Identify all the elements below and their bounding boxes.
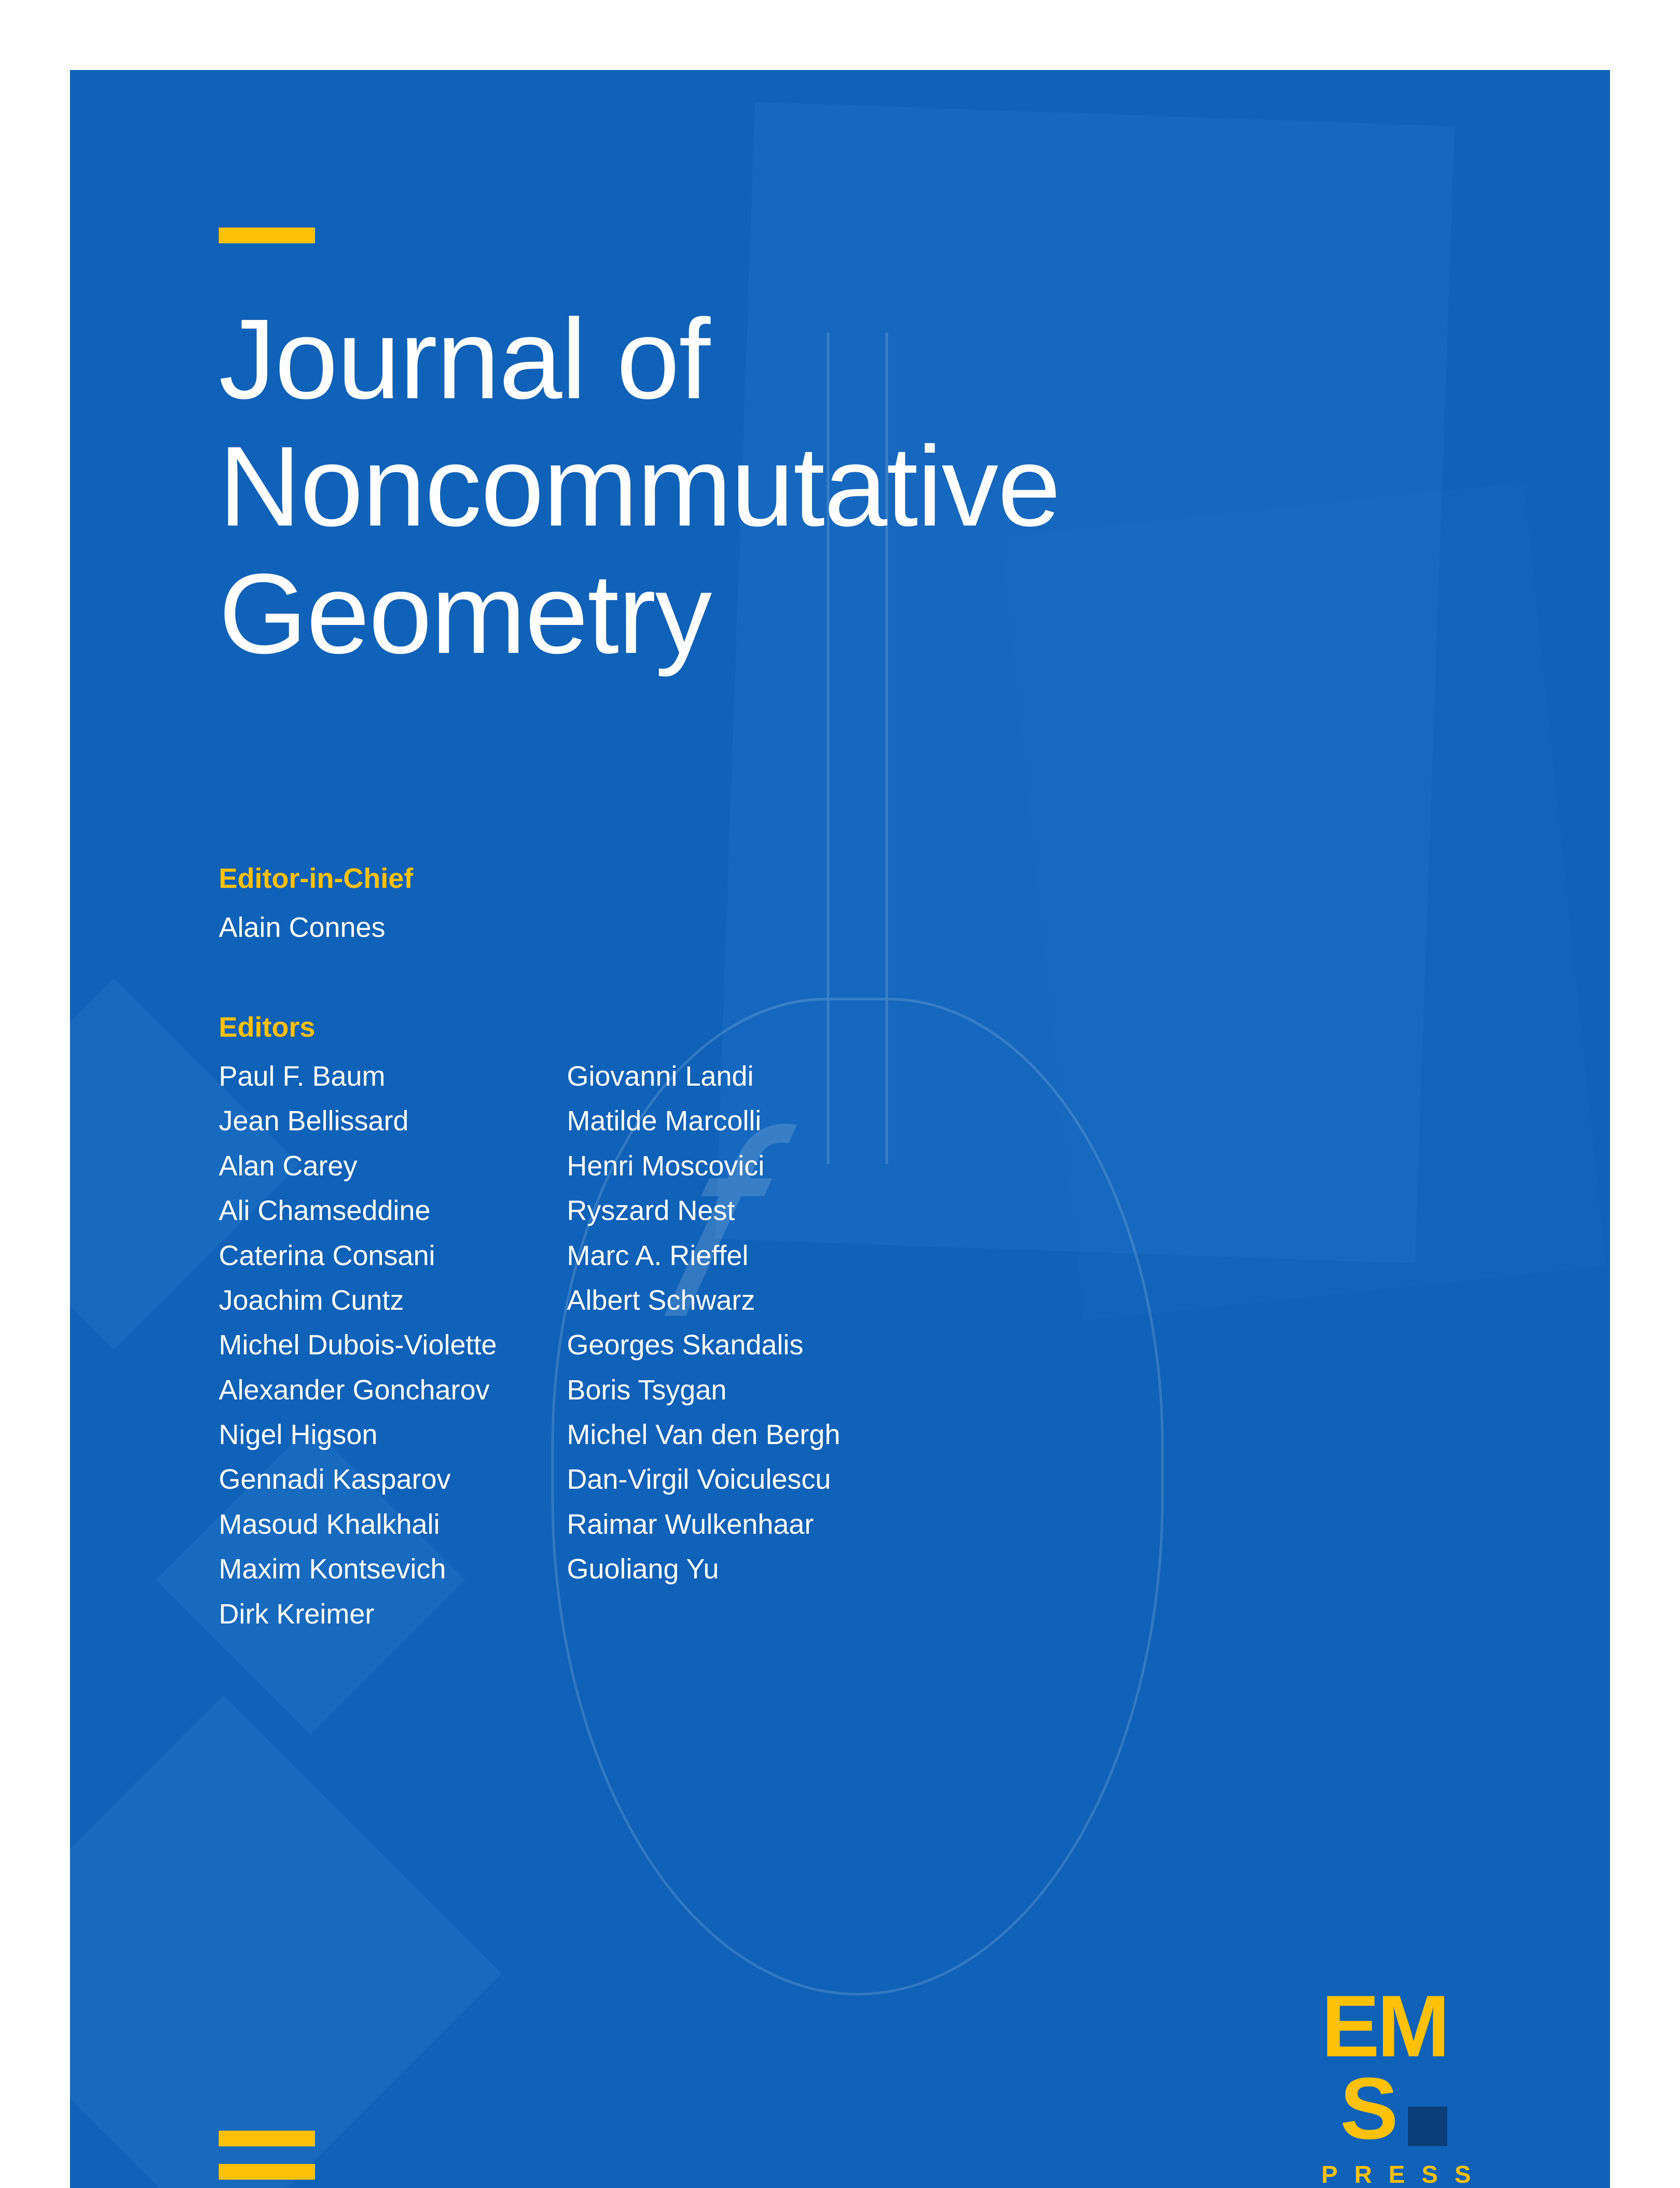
accent-bar-icon [219, 2131, 315, 2146]
accent-bar-icon [219, 228, 315, 243]
accent-bar-icon [219, 2164, 315, 2180]
editor-name: Michel Van den Bergh [567, 1412, 840, 1457]
editor-name: Albert Schwarz [567, 1278, 840, 1322]
title-line: Geometry [219, 551, 711, 677]
accent-bars-bottom-icon [219, 2113, 315, 2180]
editor-name: Ali Chamseddine [219, 1188, 497, 1233]
publisher-logo: EM S PRESS [1321, 1989, 1488, 2188]
editor-name: Alan Carey [219, 1143, 497, 1188]
editors-column-1: Paul F. BaumJean BellissardAlan CareyAli… [219, 1054, 497, 1636]
editor-name: Dirk Kreimer [219, 1592, 497, 1636]
editor-name: Michel Dubois-Violette [219, 1322, 497, 1367]
editor-name: Jean Bellissard [219, 1098, 497, 1143]
editor-name: Dan-Virgil Voiculescu [567, 1457, 840, 1501]
logo-glyph-bottom: S [1340, 2072, 1396, 2146]
editor-name: Georges Skandalis [567, 1322, 840, 1367]
editor-name: Ryszard Nest [567, 1188, 840, 1233]
editor-name: Alexander Goncharov [219, 1368, 497, 1412]
journal-title: Journal of Noncommutative Geometry [219, 296, 1461, 678]
logo-glyphs: EM S [1321, 1989, 1488, 2146]
editor-name: Joachim Cuntz [219, 1278, 497, 1322]
journal-cover: 𝑓 Journal of Noncommutative Geometry Edi… [70, 70, 1610, 2188]
editor-name: Marc A. Rieffel [567, 1233, 840, 1278]
editor-name: Nigel Higson [219, 1412, 497, 1457]
editor-name: Matilde Marcolli [567, 1098, 840, 1143]
logo-bottom-row: S [1340, 2072, 1447, 2146]
editor-name: Raimar Wulkenhaar [567, 1502, 840, 1546]
editors-columns: Paul F. BaumJean BellissardAlan CareyAli… [219, 1054, 1461, 1636]
title-line: Noncommutative [219, 423, 1060, 550]
editor-in-chief-block: Editor-in-Chief Alain Connes [219, 862, 1461, 950]
logo-square-icon [1408, 2107, 1447, 2146]
editor-name: Giovanni Landi [567, 1054, 840, 1098]
logo-subtext: PRESS [1321, 2160, 1488, 2188]
logo-glyph-top: EM [1321, 1989, 1447, 2064]
editor-name: Masoud Khalkhali [219, 1502, 497, 1546]
eic-heading: Editor-in-Chief [219, 862, 1461, 894]
cover-content: Journal of Noncommutative Geometry Edito… [219, 228, 1461, 1636]
editor-name: Guoliang Yu [567, 1546, 840, 1591]
editors-heading: Editors [219, 1011, 1461, 1043]
editor-name: Gennadi Kasparov [219, 1457, 497, 1501]
editor-name: Henri Moscovici [567, 1143, 840, 1188]
title-line: Journal of [219, 296, 710, 423]
editor-name: Caterina Consani [219, 1233, 497, 1278]
editors-column-2: Giovanni LandiMatilde MarcolliHenri Mosc… [567, 1054, 840, 1636]
editor-name: Maxim Kontsevich [219, 1546, 497, 1591]
editors-block: Editors Paul F. BaumJean BellissardAlan … [219, 1011, 1461, 1636]
editor-name: Boris Tsygan [567, 1368, 840, 1412]
eic-name: Alain Connes [219, 905, 1461, 950]
editor-name: Paul F. Baum [219, 1054, 497, 1098]
